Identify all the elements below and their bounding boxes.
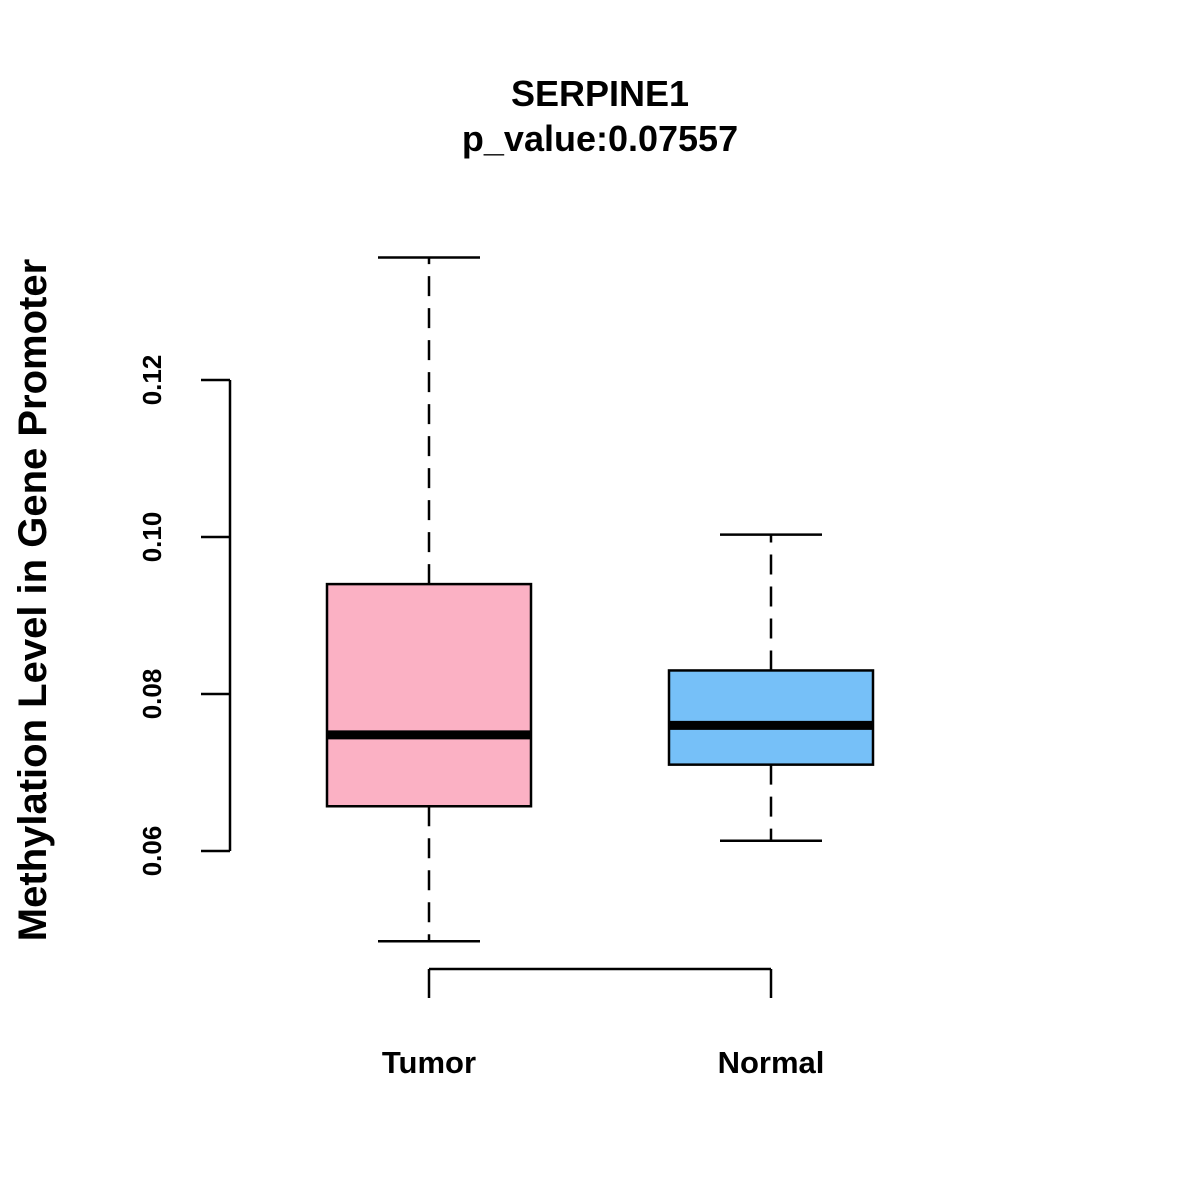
boxes-group bbox=[325, 256, 875, 943]
x-tick-label-1: Normal bbox=[718, 1045, 825, 1080]
box-normal bbox=[667, 533, 875, 843]
y-tick-label-1: 0.08 bbox=[137, 669, 167, 720]
x-tick-label-0: Tumor bbox=[382, 1045, 476, 1080]
iqr-box bbox=[667, 669, 875, 766]
iqr-box bbox=[325, 582, 533, 808]
chart-title: SERPINE1 bbox=[511, 73, 689, 114]
y-axis: 0.06 0.08 0.10 0.12 bbox=[137, 355, 232, 877]
y-axis-label: Methylation Level in Gene Promoter bbox=[11, 259, 55, 941]
y-tick-label-0: 0.06 bbox=[137, 826, 167, 877]
y-tick-label-3: 0.12 bbox=[137, 355, 167, 406]
y-tick-label-2: 0.10 bbox=[137, 512, 167, 563]
box-tumor bbox=[325, 256, 533, 943]
chart-subtitle: p_value:0.07557 bbox=[462, 118, 738, 159]
x-axis: Tumor Normal bbox=[382, 967, 825, 1080]
